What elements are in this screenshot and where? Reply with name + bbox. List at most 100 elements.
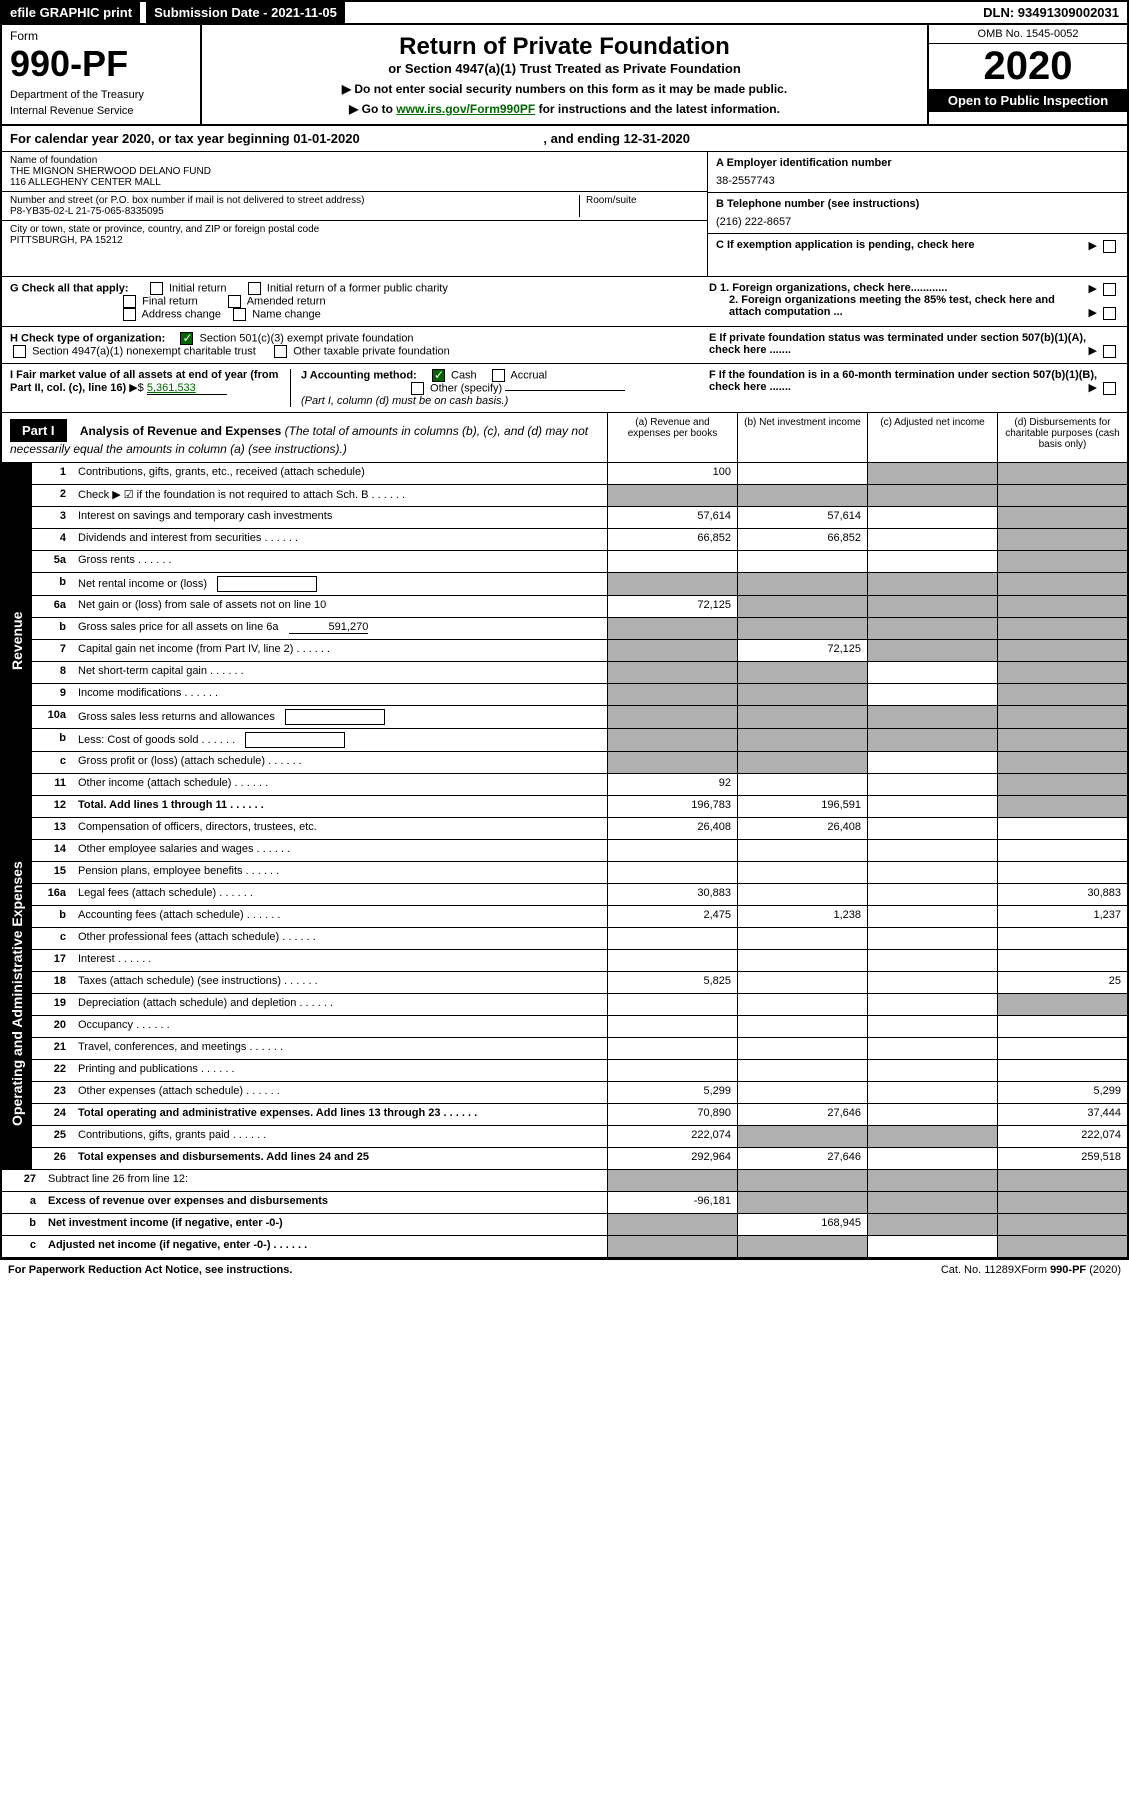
table-row: 24Total operating and administrative exp… <box>32 1104 1127 1126</box>
header-left: Form 990-PF Department of the Treasury I… <box>2 25 202 124</box>
ein-value: 38-2557743 <box>716 175 1119 187</box>
row-number: 16a <box>32 884 72 905</box>
table-row: cAdjusted net income (if negative, enter… <box>2 1236 1127 1258</box>
table-row: 13Compensation of officers, directors, t… <box>32 818 1127 840</box>
form-header: Form 990-PF Department of the Treasury I… <box>2 25 1127 126</box>
table-cell <box>737 840 867 861</box>
row-number: 3 <box>32 507 72 528</box>
phone-label: B Telephone number (see instructions) <box>716 198 1119 210</box>
j-other-checkbox[interactable] <box>411 382 424 395</box>
row-number: 17 <box>32 950 72 971</box>
row-number: 11 <box>32 774 72 795</box>
table-row: 7Capital gain net income (from Part IV, … <box>32 640 1127 662</box>
f-checkbox[interactable] <box>1103 382 1116 395</box>
h-501: Section 501(c)(3) exempt private foundat… <box>200 332 414 344</box>
row-number: 20 <box>32 1016 72 1037</box>
table-row: 6aNet gain or (loss) from sale of assets… <box>32 596 1127 618</box>
table-cell <box>867 573 997 595</box>
table-row: 25Contributions, gifts, grants paid . . … <box>32 1126 1127 1148</box>
table-row: 21Travel, conferences, and meetings . . … <box>32 1038 1127 1060</box>
table-cell <box>737 618 867 639</box>
g-initial-former-checkbox[interactable] <box>248 282 261 295</box>
header-middle: Return of Private Foundation or Section … <box>202 25 927 124</box>
opex-section: Operating and Administrative Expenses 13… <box>2 818 1127 1170</box>
table-cell <box>997 551 1127 572</box>
table-cell <box>867 774 997 795</box>
table-cell: 72,125 <box>607 596 737 617</box>
phone-value: (216) 222-8657 <box>716 216 1119 228</box>
section-c: C If exemption application is pending, c… <box>708 234 1127 256</box>
j-cash-checkbox[interactable] <box>432 369 445 382</box>
table-cell <box>997 1170 1127 1191</box>
g-final-checkbox[interactable] <box>123 295 136 308</box>
table-cell <box>737 1170 867 1191</box>
table-cell: -96,181 <box>607 1192 737 1213</box>
row-number: 9 <box>32 684 72 705</box>
table-row: 1Contributions, gifts, grants, etc., rec… <box>32 463 1127 485</box>
dept-treasury: Department of the Treasury <box>10 89 192 101</box>
room-label: Room/suite <box>579 195 699 217</box>
row-number: b <box>32 618 72 639</box>
table-cell <box>997 729 1127 751</box>
table-cell <box>997 774 1127 795</box>
h-501-checkbox[interactable] <box>180 332 193 345</box>
table-cell <box>867 485 997 506</box>
table-row: 17Interest . . . . . . <box>32 950 1127 972</box>
table-cell: 57,614 <box>607 507 737 528</box>
g-opt-2: Final return <box>142 295 198 307</box>
h-other-checkbox[interactable] <box>274 345 287 358</box>
g-name-checkbox[interactable] <box>233 308 246 321</box>
h-4947-checkbox[interactable] <box>13 345 26 358</box>
table-cell <box>867 1104 997 1125</box>
e-checkbox[interactable] <box>1103 345 1116 358</box>
irs-link[interactable]: www.irs.gov/Form990PF <box>396 102 535 116</box>
header-right: OMB No. 1545-0052 2020 Open to Public In… <box>927 25 1127 124</box>
table-cell <box>737 950 867 971</box>
table-cell <box>607 485 737 506</box>
table-row: 20Occupancy . . . . . . <box>32 1016 1127 1038</box>
revenue-side-label: Revenue <box>2 463 32 818</box>
calyear-begin: For calendar year 2020, or tax year begi… <box>10 131 360 146</box>
i-value[interactable]: 5,361,533 <box>147 382 227 395</box>
table-cell: 222,074 <box>997 1126 1127 1147</box>
h-label: H Check type of organization: <box>10 332 165 344</box>
g-address-checkbox[interactable] <box>123 308 136 321</box>
section-f: F If the foundation is in a 60-month ter… <box>699 369 1119 395</box>
g-amended-checkbox[interactable] <box>228 295 241 308</box>
table-row: 4Dividends and interest from securities … <box>32 529 1127 551</box>
table-cell <box>867 507 997 528</box>
footer-left: For Paperwork Reduction Act Notice, see … <box>8 1264 661 1276</box>
table-cell <box>867 706 997 728</box>
table-cell: 26,408 <box>737 818 867 839</box>
row-number: c <box>32 752 72 773</box>
footer: For Paperwork Reduction Act Notice, see … <box>0 1260 1129 1280</box>
efile-button[interactable]: efile GRAPHIC print <box>2 2 140 23</box>
g-opt-5: Name change <box>252 308 321 320</box>
row-number: 26 <box>32 1148 72 1169</box>
table-cell <box>997 640 1127 661</box>
city-cell: City or town, state or province, country… <box>2 221 707 276</box>
foundation-name-1: THE MIGNON SHERWOOD DELANO FUND <box>10 166 699 177</box>
table-cell <box>867 1170 997 1191</box>
g-initial-checkbox[interactable] <box>150 282 163 295</box>
d2-checkbox[interactable] <box>1103 307 1116 320</box>
table-row: aExcess of revenue over expenses and dis… <box>2 1192 1127 1214</box>
table-row: 26Total expenses and disbursements. Add … <box>32 1148 1127 1170</box>
row-description: Contributions, gifts, grants paid . . . … <box>72 1126 607 1147</box>
table-cell: 27,646 <box>737 1148 867 1169</box>
table-cell <box>997 950 1127 971</box>
city-value: PITTSBURGH, PA 15212 <box>10 235 699 246</box>
d1-checkbox[interactable] <box>1103 283 1116 296</box>
row-description: Interest . . . . . . <box>72 950 607 971</box>
table-cell <box>737 573 867 595</box>
table-cell: 72,125 <box>737 640 867 661</box>
row-number: b <box>32 729 72 751</box>
table-cell: 37,444 <box>997 1104 1127 1125</box>
c-checkbox[interactable] <box>1103 240 1116 253</box>
row-number: c <box>32 928 72 949</box>
row-description: Dividends and interest from securities .… <box>72 529 607 550</box>
table-cell <box>607 618 737 639</box>
part1-header-row: Part I Analysis of Revenue and Expenses … <box>2 413 1127 463</box>
table-cell: 168,945 <box>737 1214 867 1235</box>
j-accrual-checkbox[interactable] <box>492 369 505 382</box>
